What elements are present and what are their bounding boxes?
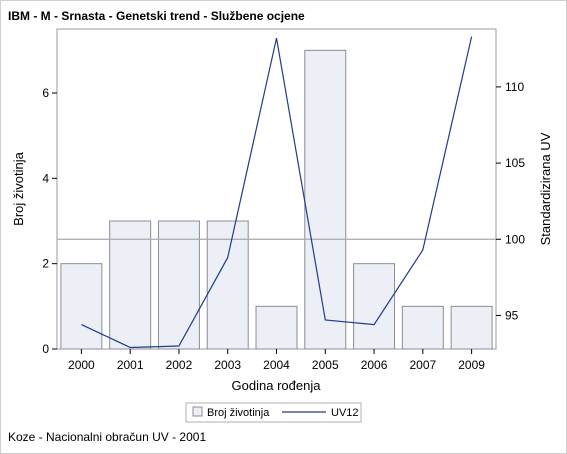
legend-box (185, 402, 362, 423)
legend: Broj životinja UV12 (185, 402, 362, 423)
y-left-tick-label: 4 (42, 171, 49, 185)
y-axis-left-label: Broj životinja (11, 151, 26, 225)
x-axis: 2000 2001 2002 2003 2004 2005 2006 2007 2009 (68, 349, 485, 372)
bar-2004 (255, 305, 298, 350)
x-tick-label: 2005 (312, 358, 339, 372)
y-right-tick-label: 105 (505, 156, 525, 170)
x-tick-label: 2007 (409, 358, 436, 372)
bar-2002 (157, 220, 200, 350)
bar-2001 (109, 220, 152, 350)
x-tick-label: 2000 (68, 358, 95, 372)
y-right-tick-label: 100 (505, 232, 525, 246)
y-left-tick-label: 6 (42, 86, 49, 100)
bar-2005 (304, 49, 347, 350)
bar-2003 (206, 220, 249, 350)
legend-bar-swatch (192, 406, 203, 417)
bar-group (60, 49, 493, 350)
y-axis-right-label: Standardizirana UV (538, 132, 553, 245)
legend-label-line: UV12 (331, 407, 359, 419)
x-tick-label: 2001 (117, 358, 144, 372)
y-right-tick-label: 95 (505, 308, 519, 322)
chart-title: IBM - M - Srnasta - Genetski trend - Slu… (8, 9, 305, 23)
chart-footnote: Koze - Nacionalni obračun UV - 2001 (8, 430, 207, 444)
bar-2000 (60, 263, 103, 350)
x-tick-label: 2002 (166, 358, 193, 372)
y-axis-left: 0 2 4 6 (42, 86, 57, 356)
bar-2009 (450, 305, 493, 350)
y-left-tick-label: 0 (42, 342, 49, 356)
x-tick-label: 2006 (361, 358, 388, 372)
x-tick-label: 2009 (458, 358, 485, 372)
y-left-tick-label: 2 (42, 257, 49, 271)
x-tick-label: 2004 (263, 358, 290, 372)
x-tick-label: 2003 (214, 358, 241, 372)
uv12-line (81, 36, 473, 349)
bar-2007 (401, 305, 444, 350)
y-axis-right: 95 100 105 110 (496, 80, 525, 322)
y-right-tick-label: 110 (505, 80, 524, 94)
x-axis-label: Godina rođenja (232, 378, 322, 393)
legend-label-bar: Broj životinja (207, 407, 270, 419)
bar-2006 (353, 263, 396, 350)
